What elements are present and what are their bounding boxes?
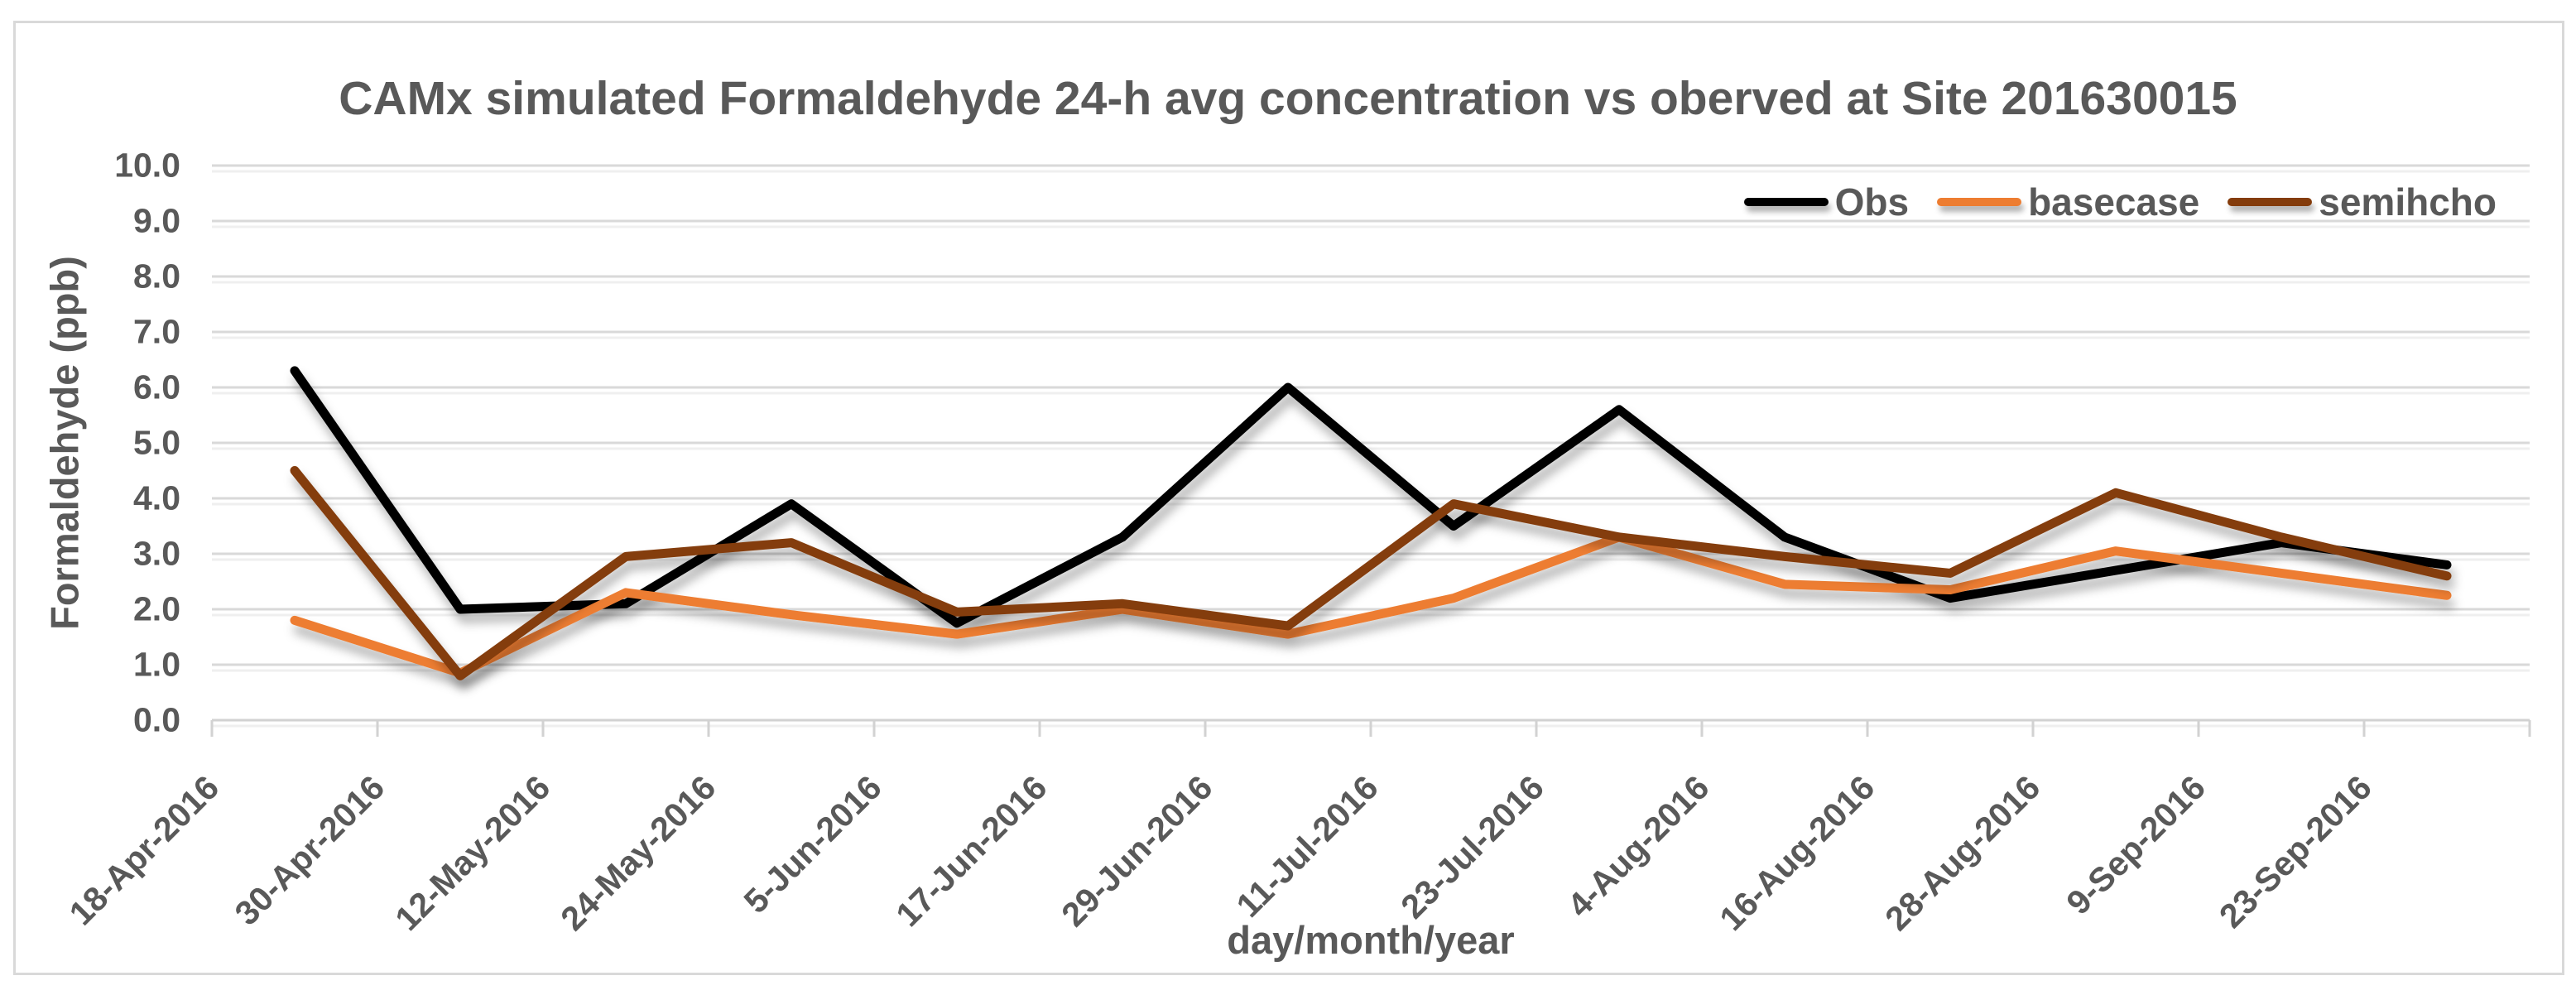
y-tick-label: 2.0 [133, 589, 180, 628]
legend-item-obs: Obs [1743, 180, 1910, 224]
y-tick-label: 0.0 [133, 700, 180, 739]
legend-line-swatch [1937, 198, 2022, 206]
legend-label: Obs [1834, 180, 1910, 224]
y-tick-label: 8.0 [133, 257, 180, 296]
y-tick-label: 6.0 [133, 368, 180, 406]
y-tick-label: 9.0 [133, 201, 180, 240]
legend-line-swatch [2228, 198, 2313, 206]
series-line-obs [290, 366, 2452, 628]
legend-item-semihcho: semihcho [2228, 183, 2497, 221]
y-tick-label: 5.0 [133, 423, 180, 462]
series-lines [290, 366, 2452, 680]
x-axis-line [210, 720, 2531, 737]
legend-label: semihcho [2319, 180, 2497, 224]
y-tick-label: 10.0 [114, 146, 180, 185]
x-axis-title: day/month/year [1227, 918, 1515, 962]
gridlines [212, 164, 2530, 728]
y-tick-label: 4.0 [133, 478, 180, 517]
y-tick-label: 3.0 [133, 534, 180, 573]
chart-title: CAMx simulated Formaldehyde 24-h avg con… [339, 72, 2237, 125]
series-line-semihcho [290, 466, 2452, 680]
y-tick-label: 1.0 [133, 645, 180, 684]
y-tick-label: 7.0 [133, 312, 180, 351]
legend-label: basecase [2028, 180, 2200, 224]
chart-legend: Obs basecase semihcho [1743, 180, 2497, 224]
legend-item-basecase: basecase [1937, 183, 2199, 221]
legend-line-swatch [1743, 198, 1829, 206]
series-line-basecase [290, 532, 2452, 678]
